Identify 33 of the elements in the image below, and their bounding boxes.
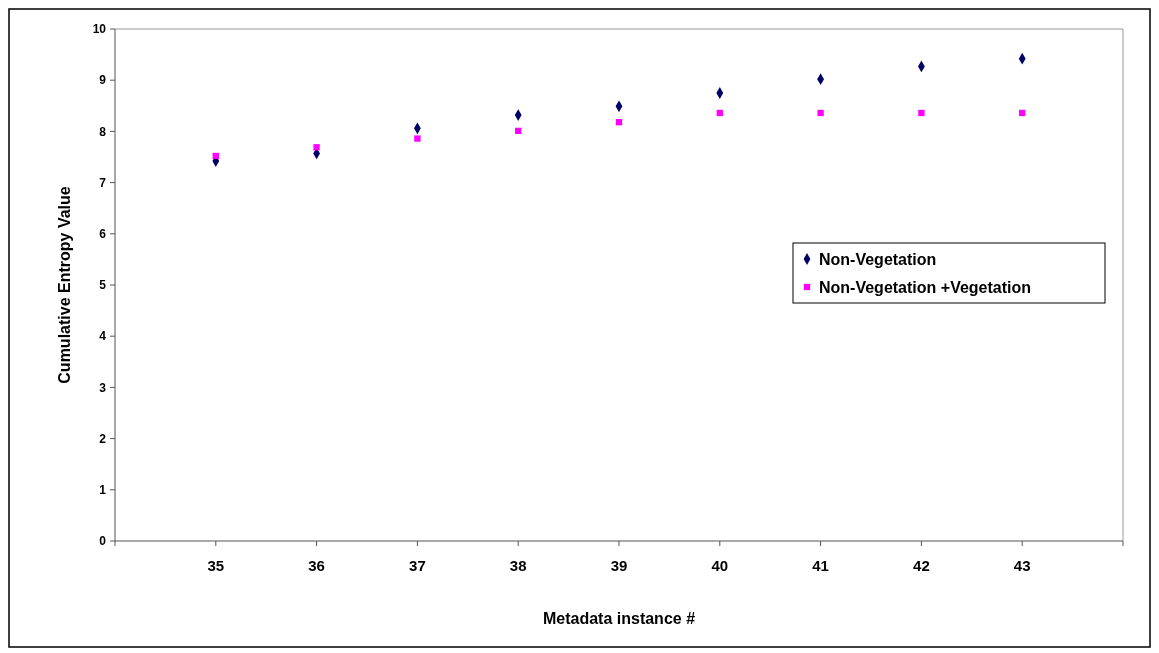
x-tick-label: 40	[711, 557, 729, 574]
x-tick-label: 39	[610, 557, 628, 574]
x-tick-label: 42	[913, 557, 930, 574]
x-tick-label: 36	[308, 557, 325, 574]
x-axis-title: Metadata instance #	[542, 610, 696, 627]
point	[515, 127, 522, 135]
y-tick-label: 4	[99, 329, 107, 344]
point	[817, 109, 824, 117]
x-tick-label: 43	[1013, 557, 1031, 574]
point	[615, 119, 623, 126]
y-tick-label: 8	[99, 124, 107, 139]
point	[313, 144, 320, 151]
y-tick-label: 1	[99, 483, 107, 497]
point	[212, 152, 219, 160]
y-tick-label: 6	[99, 227, 107, 241]
point	[918, 109, 925, 117]
x-tick-label: 37	[409, 557, 426, 574]
legend-label: Non-Vegetation	[819, 250, 937, 268]
x-tick-label: 38	[509, 557, 527, 574]
y-tick-label: 3	[99, 380, 107, 395]
x-tick-label: 35	[207, 557, 225, 574]
y-tick-label: 9	[99, 73, 107, 88]
x-tick-label: 41	[812, 557, 829, 574]
legend-label: Non-Vegetation +Vegetation	[819, 278, 1032, 296]
point	[414, 135, 421, 142]
point	[1019, 109, 1026, 117]
point	[716, 109, 723, 117]
y-axis-title: Cumulative Entropy Value	[56, 186, 73, 384]
y-tick-label: 0	[99, 534, 107, 549]
y-tick-label: 7	[99, 175, 107, 190]
y-tick-label: 5	[99, 278, 107, 293]
y-tick-label: 2	[99, 431, 107, 446]
y-tick-label: 10	[92, 22, 107, 37]
